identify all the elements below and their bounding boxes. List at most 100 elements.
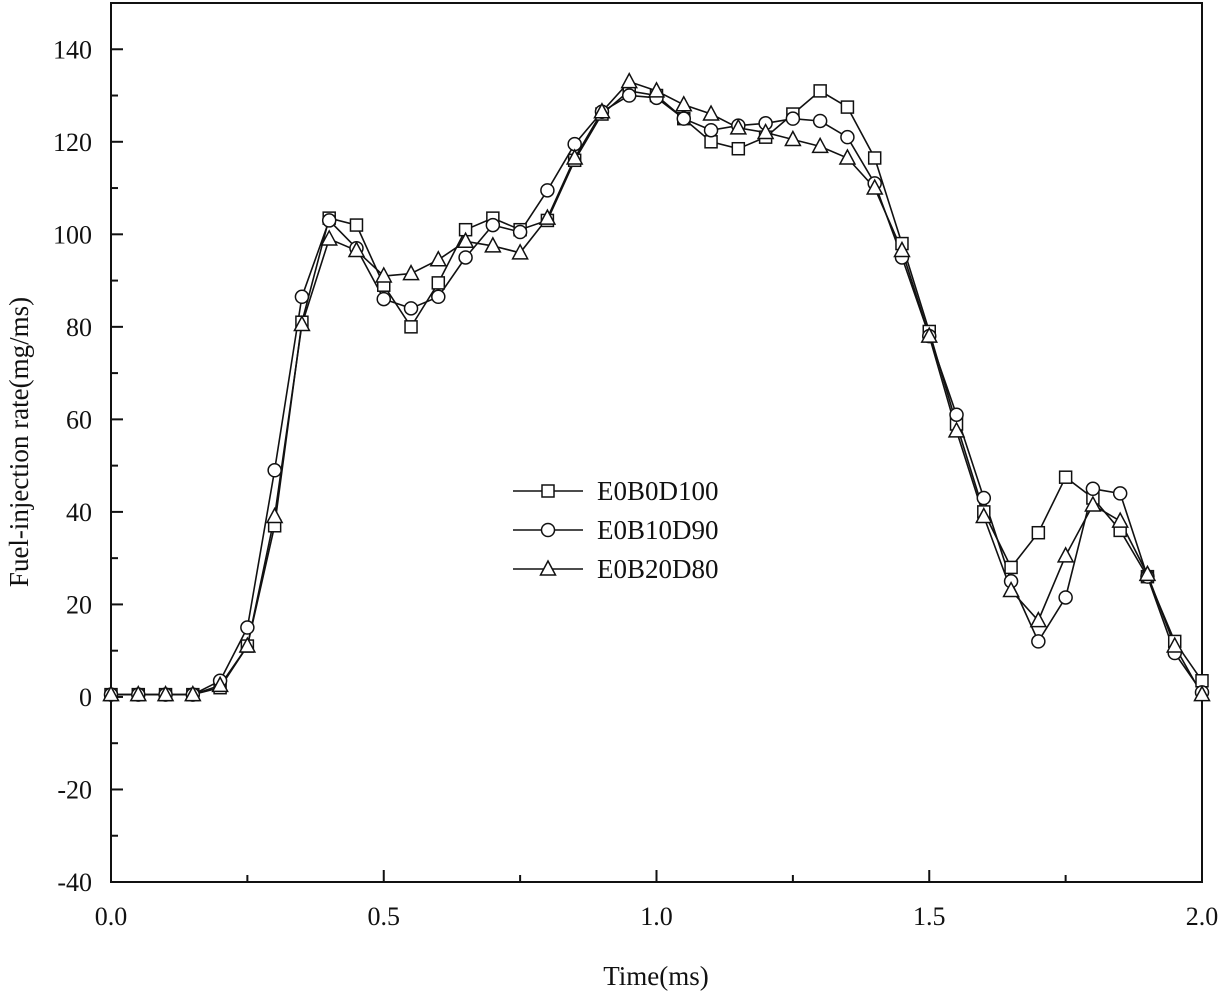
point-e0b10d90 [676, 111, 692, 126]
point-e0b20d80 [156, 685, 175, 702]
point-e0b20d80 [729, 118, 748, 135]
point-e0b20d80 [1138, 564, 1157, 582]
point-e0b20d80 [756, 122, 775, 140]
y-axis-title: Fuel-injection rate(mg/ms) [4, 297, 34, 587]
point-e0b0d100 [1195, 674, 1209, 688]
point-e0b20d80 [1002, 580, 1020, 598]
point-e0b20d80 [265, 506, 284, 524]
y-tick-label: -20 [57, 775, 92, 804]
point-e0b20d80 [920, 326, 939, 343]
y-tick-label: 40 [66, 498, 92, 527]
x-tick-label: 2.0 [1186, 902, 1219, 931]
point-e0b20d80 [947, 421, 966, 438]
point-e0b20d80 [1084, 495, 1102, 512]
point-e0b20d80 [129, 685, 148, 702]
legend-marker-e0b10d90 [540, 522, 556, 538]
point-e0b20d80 [484, 236, 502, 253]
point-e0b0d100 [349, 218, 364, 232]
legend-label-e0b10d90: E0B10D90 [597, 515, 719, 545]
y-tick-label: 140 [53, 35, 92, 64]
point-e0b10d90 [1085, 481, 1101, 497]
x-tick-label: 1.5 [913, 902, 946, 931]
series-line-e0b0d100 [111, 89, 1203, 696]
tick-labels: 0.0 0.5 1.0 1.5 2.0 -40 -20 0 20 40 60 80 100 120 140 [53, 35, 1218, 931]
point-e0b20d80 [1056, 546, 1075, 563]
point-e0b20d80 [1111, 511, 1129, 528]
point-e0b0d100 [1058, 470, 1073, 484]
point-e0b10d90 [294, 289, 310, 305]
point-e0b20d80 [102, 685, 120, 702]
point-e0b0d100 [840, 100, 855, 114]
y-tick-label: 80 [66, 313, 92, 342]
y-tick-label: 120 [53, 128, 92, 157]
x-tick-label: 0.0 [95, 902, 128, 931]
point-e0b20d80 [811, 136, 829, 154]
point-e0b10d90 [785, 111, 801, 126]
point-e0b20d80 [293, 314, 311, 332]
point-e0b10d90 [458, 250, 473, 265]
point-e0b0d100 [704, 135, 718, 149]
point-e0b10d90 [267, 463, 282, 478]
point-e0b20d80 [320, 229, 338, 246]
point-e0b20d80 [620, 72, 638, 89]
point-e0b10d90 [703, 122, 719, 138]
point-e0b0d100 [813, 84, 827, 98]
point-e0b20d80 [402, 264, 420, 281]
point-e0b20d80 [211, 675, 229, 693]
point-e0b20d80 [184, 685, 202, 702]
point-e0b20d80 [538, 208, 557, 225]
legend: E0B0D100 E0B10D90 E0B20D80 [513, 476, 719, 584]
y-tick-label: 60 [66, 405, 92, 434]
point-e0b20d80 [347, 240, 366, 258]
point-e0b10d90 [949, 407, 964, 422]
series-line-e0b20d80 [111, 80, 1203, 696]
point-e0b20d80 [565, 148, 584, 165]
x-axis-title: Time(ms) [603, 961, 709, 991]
y-tick-label: 0 [79, 683, 92, 712]
point-e0b10d90 [240, 620, 255, 635]
point-e0b20d80 [838, 148, 857, 165]
point-e0b20d80 [238, 636, 257, 653]
point-e0b0d100 [1004, 560, 1018, 575]
point-e0b20d80 [865, 178, 884, 195]
point-e0b10d90 [403, 301, 419, 316]
point-e0b10d90 [840, 129, 855, 145]
point-e0b10d90 [512, 224, 528, 240]
x-tick-label: 1.0 [640, 902, 673, 931]
y-tick-label: 20 [66, 590, 92, 619]
series-markers [102, 72, 1211, 702]
legend-label-e0b0d100: E0B0D100 [597, 476, 719, 506]
point-e0b10d90 [485, 217, 501, 233]
point-e0b10d90 [1112, 486, 1128, 501]
point-e0b20d80 [429, 250, 448, 267]
legend-marker-e0b0d100 [541, 484, 555, 498]
legend-marker-e0b20d80 [539, 559, 557, 576]
point-e0b10d90 [431, 289, 446, 305]
point-e0b20d80 [784, 129, 802, 147]
point-e0b0d100 [867, 151, 882, 165]
series-lines [111, 80, 1203, 696]
point-e0b20d80 [975, 506, 993, 524]
point-e0b20d80 [456, 231, 475, 249]
point-e0b20d80 [647, 81, 666, 98]
point-e0b20d80 [511, 243, 529, 260]
point-e0b10d90 [376, 291, 391, 307]
point-e0b10d90 [621, 88, 637, 103]
point-e0b0d100 [431, 276, 446, 290]
point-e0b20d80 [675, 95, 693, 112]
point-e0b0d100 [1031, 525, 1046, 540]
y-tick-label: 100 [53, 220, 92, 249]
point-e0b0d100 [731, 141, 746, 156]
point-e0b20d80 [374, 266, 393, 283]
point-e0b10d90 [540, 183, 555, 198]
series-line-e0b10d90 [111, 94, 1203, 696]
point-e0b10d90 [976, 490, 992, 506]
point-e0b20d80 [702, 104, 720, 121]
point-e0b0d100 [404, 320, 418, 334]
plot-frame [110, 2, 1203, 883]
legend-label-e0b20d80: E0B20D80 [597, 554, 719, 584]
y-tick-label: -40 [57, 868, 92, 897]
point-e0b20d80 [593, 102, 611, 119]
point-e0b20d80 [1165, 636, 1184, 653]
